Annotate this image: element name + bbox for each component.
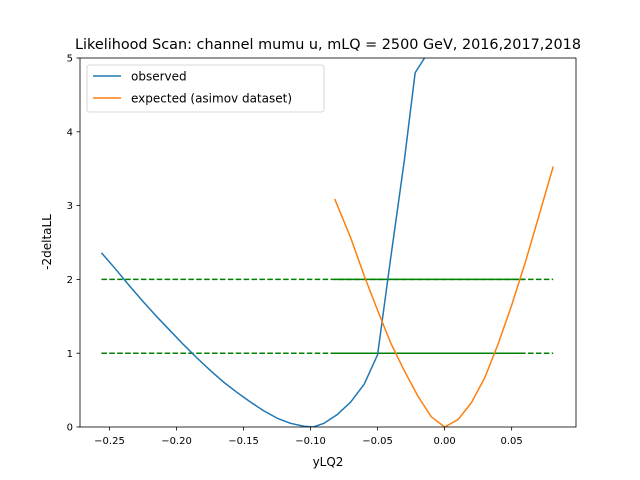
legend-box <box>86 64 325 113</box>
y-tick-label: 0 <box>67 423 73 434</box>
x-tick-label: −0.05 <box>362 436 393 447</box>
legend-label-expected: expected (asimov dataset) <box>131 91 292 105</box>
y-tick-label: 4 <box>67 127 73 138</box>
x-tick-label: 0.00 <box>433 436 455 447</box>
y-tick-label: 5 <box>67 54 73 65</box>
x-tick-label: −0.10 <box>295 436 326 447</box>
y-tick-label: 1 <box>67 349 73 360</box>
y-axis-label: -2deltaLL <box>40 214 54 270</box>
x-tick-label: −0.25 <box>94 436 125 447</box>
chart-title: Likelihood Scan: channel mumu u, mLQ = 2… <box>75 37 581 53</box>
series-line-observed <box>100 58 426 427</box>
legend: observed expected (asimov dataset) <box>86 64 325 113</box>
x-axis-label: yLQ2 <box>313 455 344 469</box>
y-tick-label: 3 <box>67 201 73 212</box>
x-tick-label: −0.20 <box>161 436 192 447</box>
x-tick-label: 0.05 <box>501 436 523 447</box>
legend-label-observed: observed <box>131 69 187 83</box>
y-tick-label: 2 <box>67 275 73 286</box>
plot-frame <box>79 57 577 428</box>
series-line-expected <box>334 166 554 427</box>
x-tick-label: −0.15 <box>228 436 259 447</box>
